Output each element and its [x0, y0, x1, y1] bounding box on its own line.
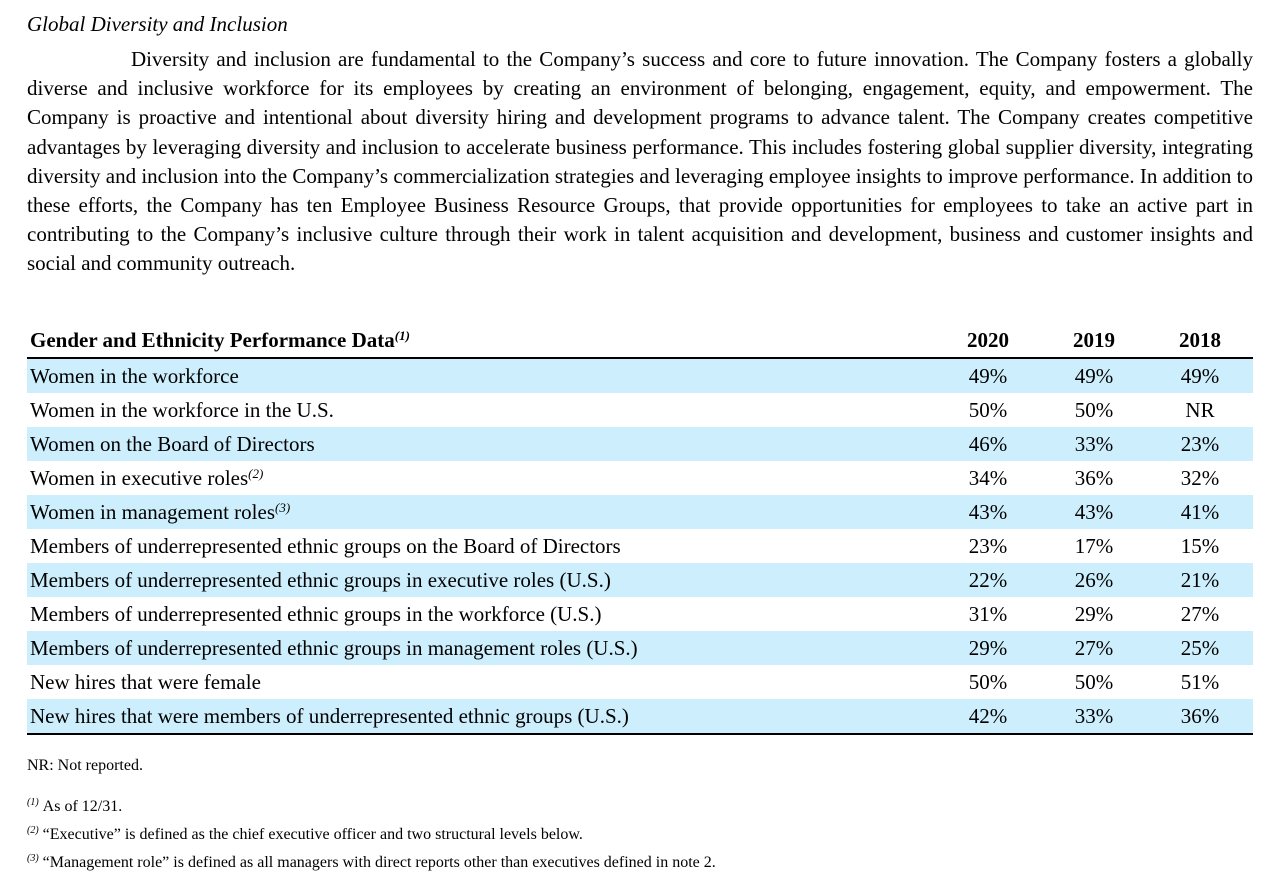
table-row: Members of underrepresented ethnic group… — [27, 563, 1253, 597]
row-label: New hires that were female — [30, 669, 261, 694]
row-label: Women in executive roles(2) — [30, 465, 264, 490]
value-cell-2019: 50% — [1074, 397, 1114, 422]
value-cell-2018: 49% — [1147, 358, 1253, 393]
table-row: Women in executive roles(2) 34% 36% 32% — [27, 461, 1253, 495]
row-label: Members of underrepresented ethnic group… — [27, 631, 935, 665]
table-row: Members of underrepresented ethnic group… — [27, 529, 1253, 563]
footnote-text: As of 12/31. — [42, 798, 123, 815]
row-label: Members of underrepresented ethnic group… — [30, 601, 602, 626]
value-cell-2019: 29% — [1074, 601, 1114, 626]
footnote-text: “Executive” is defined as the chief exec… — [42, 826, 583, 843]
table-row: New hires that were members of underrepr… — [27, 699, 1253, 735]
year-header: 2018 — [1147, 324, 1253, 359]
value-cell-2019: 27% — [1041, 631, 1147, 665]
year-header: 2020 — [935, 324, 1041, 359]
value-cell-2018: 32% — [1180, 465, 1220, 490]
row-label: Women in management roles(3) — [27, 495, 935, 529]
row-label: Members of underrepresented ethnic group… — [27, 563, 935, 597]
footnote-mark: (2) — [27, 825, 39, 836]
row-label: Members of underrepresented ethnic group… — [30, 533, 621, 558]
footnote-mark: (1) — [27, 797, 39, 808]
value-cell-2020: 34% — [968, 465, 1008, 490]
value-cell-2019: 33% — [1041, 427, 1147, 461]
intro-paragraph: Diversity and inclusion are fundamental … — [27, 47, 1253, 276]
value-cell-2018: 36% — [1147, 699, 1253, 735]
footnote-2: (2) “Executive” is defined as the chief e… — [27, 825, 716, 853]
value-cell-2019: 26% — [1041, 563, 1147, 597]
footnote-1: (1) As of 12/31. — [27, 797, 716, 825]
nr-note: NR: Not reported. — [27, 757, 143, 774]
value-cell-2020: 29% — [935, 631, 1041, 665]
year-header: 2019 — [1041, 324, 1147, 359]
value-cell-2020: 23% — [968, 533, 1008, 558]
table-row: Women in the workforce 49% 49% 49% — [27, 358, 1253, 393]
table-row: Members of underrepresented ethnic group… — [27, 597, 1253, 631]
footnote-mark: (3) — [27, 853, 39, 864]
footnote-marker: (3) — [275, 499, 291, 515]
table-row: Women in management roles(3) 43% 43% 41% — [27, 495, 1253, 529]
value-cell-2018: 15% — [1180, 533, 1220, 558]
value-cell-2018: NR — [1185, 397, 1215, 422]
value-cell-2018: 23% — [1147, 427, 1253, 461]
value-cell-2018: 41% — [1147, 495, 1253, 529]
value-cell-2019: 49% — [1041, 358, 1147, 393]
value-cell-2020: 42% — [935, 699, 1041, 735]
footnote-text: “Management role” is defined as all mana… — [42, 854, 716, 871]
performance-table: Gender and Ethnicity Performance Data(1)… — [27, 324, 1253, 735]
footnote-marker: (1) — [394, 328, 410, 343]
value-cell-2020: 31% — [968, 601, 1008, 626]
table-row: Women on the Board of Directors 46% 33% 23% — [27, 427, 1253, 461]
value-cell-2019: 43% — [1041, 495, 1147, 529]
value-cell-2018: 51% — [1180, 669, 1220, 694]
value-cell-2020: 49% — [935, 358, 1041, 393]
row-label: New hires that were members of underrepr… — [27, 699, 935, 735]
notes-section: NR: Not reported. (1) As of 12/31. (2) “Ex… — [27, 756, 716, 881]
table-row: New hires that were female 50% 50% 51% — [27, 665, 1253, 699]
table-header-label: Gender and Ethnicity Performance Data(1) — [27, 324, 935, 359]
footnote-3: (3) “Management role” is defined as all m… — [27, 853, 716, 881]
row-label: Women in the workforce — [27, 358, 935, 393]
table-row: Women in the workforce in the U.S. 50% 50%… — [27, 393, 1253, 427]
value-cell-2019: 50% — [1074, 669, 1114, 694]
value-cell-2018: 27% — [1180, 601, 1220, 626]
table-body: Women in the workforce 49% 49% 49% Women in … — [27, 358, 1253, 735]
value-cell-2020: 50% — [968, 397, 1008, 422]
row-label: Women on the Board of Directors — [27, 427, 935, 461]
value-cell-2020: 50% — [968, 669, 1008, 694]
value-cell-2019: 36% — [1074, 465, 1114, 490]
value-cell-2020: 43% — [935, 495, 1041, 529]
value-cell-2019: 33% — [1041, 699, 1147, 735]
section-heading: Global Diversity and Inclusion — [27, 12, 288, 36]
value-cell-2019: 17% — [1074, 533, 1114, 558]
table-row: Members of underrepresented ethnic group… — [27, 631, 1253, 665]
value-cell-2018: 25% — [1147, 631, 1253, 665]
row-label: Women in the workforce in the U.S. — [30, 397, 334, 422]
table-header-row: Gender and Ethnicity Performance Data(1)… — [27, 324, 1253, 359]
value-cell-2018: 21% — [1147, 563, 1253, 597]
footnote-marker: (2) — [248, 465, 264, 481]
value-cell-2020: 22% — [935, 563, 1041, 597]
value-cell-2020: 46% — [935, 427, 1041, 461]
